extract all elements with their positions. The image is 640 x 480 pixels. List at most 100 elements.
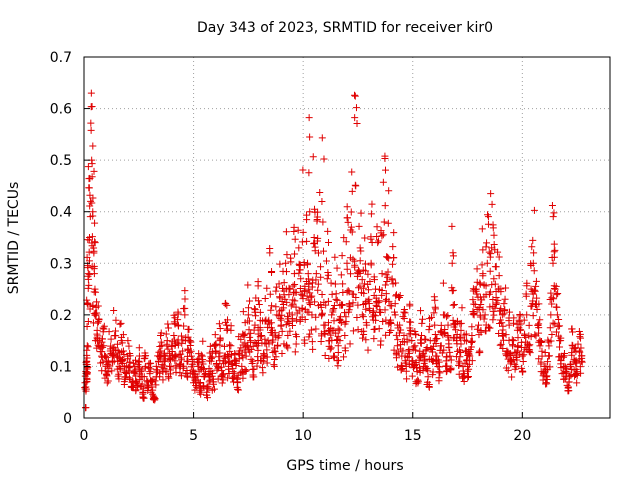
data-point — [178, 339, 186, 347]
data-point — [479, 246, 487, 254]
data-point — [464, 372, 472, 380]
data-point — [318, 134, 326, 142]
data-point — [320, 321, 328, 329]
data-point — [117, 319, 125, 327]
data-point — [367, 210, 375, 218]
data-point — [276, 294, 284, 302]
data-point — [227, 360, 235, 368]
data-point — [488, 281, 496, 289]
data-point — [550, 209, 558, 217]
data-point — [357, 209, 365, 217]
data-point — [362, 319, 370, 327]
data-point — [528, 243, 536, 251]
data-point — [340, 353, 348, 361]
data-point — [232, 362, 240, 370]
data-point — [532, 301, 540, 309]
data-point — [408, 372, 416, 380]
data-point — [381, 152, 389, 160]
data-point — [209, 378, 217, 386]
data-point — [170, 331, 178, 339]
data-point — [549, 213, 557, 221]
data-points — [81, 89, 586, 412]
data-point — [174, 341, 182, 349]
data-point — [490, 311, 498, 319]
data-point — [396, 329, 404, 337]
data-point — [542, 362, 550, 370]
data-point — [456, 320, 464, 328]
data-point — [497, 340, 505, 348]
data-point — [239, 354, 247, 362]
data-point — [497, 288, 505, 296]
data-point — [84, 284, 92, 292]
data-point — [447, 364, 455, 372]
data-point — [316, 189, 324, 197]
data-point — [224, 365, 232, 373]
data-point — [247, 329, 255, 337]
data-point — [536, 342, 544, 350]
y-tick-label: 0.5 — [50, 153, 72, 169]
data-point — [254, 346, 262, 354]
data-point — [394, 336, 402, 344]
data-point — [282, 268, 290, 276]
data-point — [564, 387, 572, 395]
data-point — [271, 348, 279, 356]
data-point — [81, 385, 89, 393]
data-point — [351, 114, 359, 122]
data-point — [293, 333, 301, 341]
data-point — [91, 238, 99, 246]
data-point — [545, 352, 553, 360]
data-point — [83, 323, 91, 331]
data-point — [443, 313, 451, 321]
data-point — [171, 320, 179, 328]
data-point — [112, 346, 120, 354]
data-point — [321, 352, 329, 359]
data-point — [87, 119, 95, 127]
data-point — [84, 163, 92, 171]
data-point — [157, 331, 165, 339]
data-point — [358, 276, 366, 284]
data-point — [208, 353, 216, 361]
data-point — [118, 339, 126, 347]
data-point — [462, 330, 470, 338]
data-point — [495, 253, 503, 261]
data-point — [383, 253, 391, 261]
data-point — [167, 362, 175, 370]
data-point — [87, 89, 95, 97]
data-point — [312, 313, 320, 321]
data-point — [103, 372, 111, 380]
data-point — [388, 276, 396, 284]
data-point — [222, 299, 230, 307]
data-point — [292, 288, 300, 296]
data-point — [152, 362, 160, 370]
data-point — [448, 222, 456, 230]
data-point — [349, 327, 357, 335]
data-point — [91, 239, 99, 247]
data-point — [249, 371, 257, 379]
data-point — [465, 350, 473, 358]
data-point — [294, 226, 302, 234]
data-point — [422, 335, 430, 343]
data-point — [387, 320, 395, 328]
data-point — [334, 325, 342, 333]
data-point — [136, 375, 144, 383]
data-point — [396, 321, 404, 329]
data-point — [437, 321, 445, 329]
data-point — [258, 364, 266, 372]
data-point — [505, 317, 513, 325]
data-point — [351, 261, 359, 269]
data-point — [226, 347, 234, 355]
data-point — [522, 290, 530, 298]
data-point — [309, 345, 317, 353]
data-point — [83, 342, 91, 350]
data-point — [381, 202, 389, 210]
data-point — [296, 284, 304, 292]
data-point — [495, 272, 503, 280]
data-point — [399, 313, 407, 321]
data-point — [305, 114, 313, 122]
data-point — [570, 345, 578, 353]
data-point — [394, 293, 402, 301]
data-point — [386, 318, 394, 326]
data-point — [187, 363, 195, 371]
data-point — [359, 334, 367, 342]
data-point — [499, 326, 507, 334]
